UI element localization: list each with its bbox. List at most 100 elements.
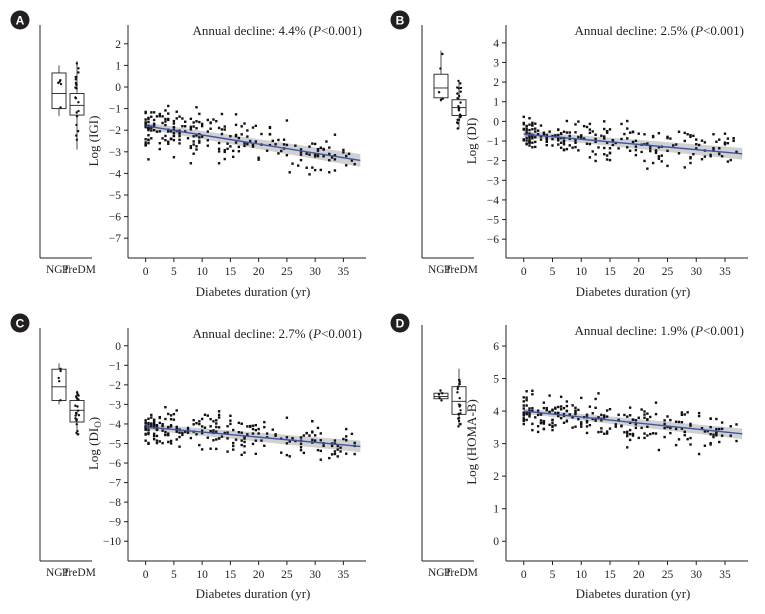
scatter-point bbox=[350, 159, 354, 162]
scatter-point bbox=[562, 143, 566, 146]
scatter-point bbox=[178, 142, 181, 145]
y-tick-label: 1 bbox=[115, 60, 121, 72]
x-tick-label: 20 bbox=[633, 569, 645, 581]
scatter-point bbox=[147, 138, 150, 141]
scatter-point bbox=[669, 418, 672, 422]
scatter-point bbox=[528, 407, 531, 410]
scatter-point bbox=[209, 121, 212, 125]
scatter-point bbox=[155, 130, 159, 133]
scatter-point bbox=[152, 111, 156, 114]
scatter-point bbox=[712, 435, 715, 439]
scatter-point bbox=[580, 136, 583, 139]
box-point bbox=[441, 97, 444, 100]
scatter-point bbox=[254, 423, 258, 427]
scatter-point bbox=[562, 139, 566, 143]
scatter-point bbox=[167, 140, 170, 143]
scatter-point bbox=[689, 135, 692, 139]
scatter-point bbox=[158, 142, 161, 145]
scatter-point bbox=[169, 418, 173, 421]
scatter-point bbox=[657, 448, 661, 452]
scatter-point bbox=[164, 120, 167, 123]
scatter-point bbox=[353, 441, 356, 445]
scatter-point bbox=[192, 125, 195, 128]
scatter-point bbox=[649, 415, 652, 419]
x-tick-label: 20 bbox=[253, 569, 265, 581]
scatter-point bbox=[161, 422, 164, 426]
scatter-point bbox=[243, 122, 246, 125]
scatter-point bbox=[603, 146, 606, 150]
scatter-point bbox=[718, 147, 721, 150]
scatter-point bbox=[603, 127, 606, 131]
scatter-point bbox=[554, 424, 557, 427]
x-tick-label: 5 bbox=[171, 266, 177, 278]
box-point bbox=[456, 92, 459, 95]
scatter-point bbox=[657, 157, 661, 160]
scatter-point bbox=[200, 431, 204, 435]
scatter-point bbox=[251, 145, 255, 148]
scatter-point bbox=[551, 421, 554, 425]
scatter-point bbox=[637, 436, 640, 440]
panel-badge: B bbox=[390, 10, 410, 30]
box-point bbox=[75, 138, 79, 141]
scatter-point bbox=[528, 141, 531, 145]
scatter-point bbox=[551, 425, 554, 429]
scatter-point bbox=[257, 158, 260, 161]
scatter-point bbox=[634, 426, 638, 430]
scatter-point bbox=[680, 411, 684, 414]
scatter-point bbox=[158, 112, 161, 116]
scatter-point bbox=[588, 142, 592, 146]
scatter-point bbox=[542, 427, 546, 431]
scatter-point bbox=[628, 406, 632, 409]
scatter-point bbox=[234, 123, 238, 127]
scatter-point bbox=[683, 131, 686, 135]
scatter-point bbox=[158, 421, 161, 425]
scatter-point bbox=[628, 414, 632, 417]
scatter-point bbox=[237, 150, 241, 153]
scatter-point bbox=[600, 430, 603, 433]
scatter-point bbox=[562, 421, 566, 424]
scatter-point bbox=[345, 439, 348, 442]
x-tick-label: 35 bbox=[338, 266, 350, 278]
x-tick-label: 5 bbox=[550, 266, 556, 278]
scatter-point bbox=[237, 431, 241, 434]
scatter-point bbox=[209, 430, 212, 434]
scatter-point bbox=[729, 158, 732, 162]
scatter-point bbox=[200, 448, 204, 451]
scatter-point bbox=[559, 146, 563, 149]
scatter-point bbox=[525, 128, 528, 132]
scatter-point bbox=[184, 120, 187, 123]
box-point bbox=[77, 109, 80, 113]
scatter-point bbox=[522, 127, 525, 131]
box-point bbox=[59, 79, 62, 82]
scatter-point bbox=[280, 451, 283, 454]
scatter-point bbox=[243, 142, 246, 145]
scatter-point bbox=[626, 146, 629, 149]
x-tick-label: 0 bbox=[521, 569, 527, 581]
scatter-point bbox=[305, 152, 308, 155]
scatter-point bbox=[674, 427, 678, 431]
scatter-point bbox=[158, 147, 161, 151]
box-point bbox=[457, 403, 461, 406]
scatter-point bbox=[605, 430, 609, 433]
scatter-point bbox=[577, 418, 580, 421]
scatter-point bbox=[152, 424, 156, 427]
scatter-point bbox=[683, 430, 686, 434]
y-tick-label: 0 bbox=[115, 341, 121, 353]
scatter-point bbox=[167, 104, 170, 108]
scatter-point bbox=[189, 128, 193, 131]
scatter-point bbox=[709, 432, 712, 436]
scatter-point bbox=[308, 153, 311, 156]
scatter-point bbox=[217, 437, 221, 440]
scatter-point bbox=[316, 149, 320, 152]
box-point bbox=[75, 111, 78, 114]
scatter-point bbox=[720, 421, 724, 424]
scatter-point bbox=[144, 439, 147, 442]
scatter-point bbox=[322, 444, 325, 448]
scatter-point bbox=[559, 408, 563, 411]
scatter-point bbox=[522, 411, 525, 414]
scatter-point bbox=[626, 430, 629, 433]
scatter-point bbox=[666, 415, 669, 418]
scatter-point bbox=[542, 420, 546, 423]
scatter-point bbox=[198, 136, 201, 139]
scatter-point bbox=[147, 134, 150, 137]
